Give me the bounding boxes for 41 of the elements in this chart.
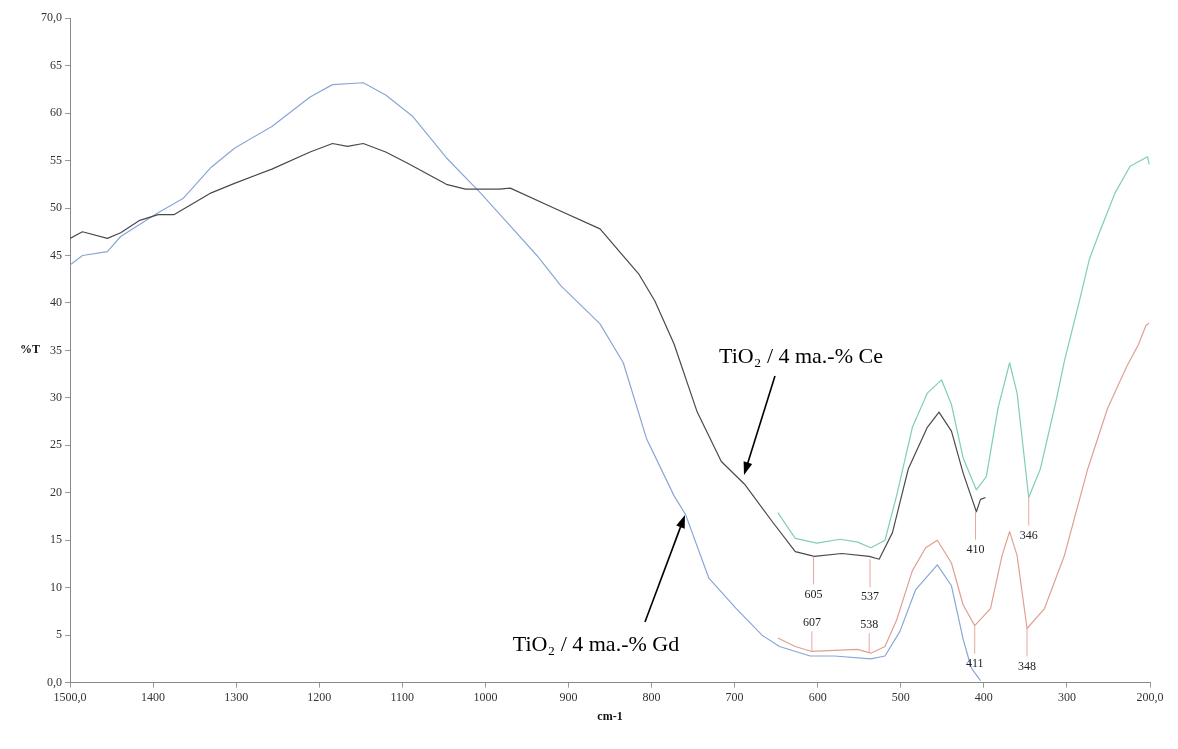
annotation: 348 bbox=[1018, 658, 1037, 673]
y-tick-label: 40 bbox=[50, 295, 62, 310]
annotation: TiO₂ / 4 ma.-% Gd bbox=[512, 630, 680, 656]
annotation: 411 bbox=[965, 655, 984, 670]
y-tick-label: 25 bbox=[50, 437, 62, 452]
y-tick-label: 65 bbox=[50, 57, 62, 72]
y-tick-label: 45 bbox=[50, 247, 62, 262]
x-tick-label: 200,0 bbox=[1136, 689, 1164, 704]
annotation: 537 bbox=[861, 589, 880, 604]
annotation: 605 bbox=[804, 586, 823, 601]
x-tick-label: 400 bbox=[974, 689, 993, 704]
x-tick-label: 300 bbox=[1057, 689, 1076, 704]
y-tick-label: 35 bbox=[50, 342, 62, 357]
x-tick-label: 1000 bbox=[473, 689, 498, 704]
annotation: 607 bbox=[802, 615, 821, 630]
annotation: 346 bbox=[1019, 527, 1038, 542]
x-tick-label: 800 bbox=[642, 689, 661, 704]
y-tick-label: 0,0 bbox=[47, 674, 62, 689]
x-tick-label: 1100 bbox=[390, 689, 415, 704]
x-tick-label: 1400 bbox=[141, 689, 166, 704]
x-tick-label: 500 bbox=[891, 689, 910, 704]
y-tick-label: 60 bbox=[50, 105, 62, 120]
annotation: TiO₂ / 4 ma.-% Ce bbox=[719, 342, 883, 368]
x-axis-title: cm-1 bbox=[597, 708, 623, 723]
x-tick-label: 1300 bbox=[224, 689, 249, 704]
y-axis-title: %T bbox=[19, 342, 41, 357]
y-tick-label: 5 bbox=[56, 627, 62, 642]
y-tick-label: 55 bbox=[50, 152, 62, 167]
y-tick-label: 10 bbox=[50, 579, 62, 594]
y-tick-label: 50 bbox=[50, 200, 62, 215]
annotation: 538 bbox=[860, 617, 879, 632]
y-tick-label: 70,0 bbox=[41, 10, 62, 25]
x-tick-label: 700 bbox=[725, 689, 744, 704]
x-tick-label: 1500,0 bbox=[53, 689, 87, 704]
y-tick-label: 30 bbox=[50, 390, 62, 405]
x-tick-label: 1200 bbox=[307, 689, 332, 704]
y-tick-label: 15 bbox=[50, 532, 62, 547]
annotation: 410 bbox=[966, 541, 985, 556]
x-tick-label: 600 bbox=[808, 689, 827, 704]
y-tick-label: 20 bbox=[50, 484, 62, 499]
x-tick-label: 900 bbox=[559, 689, 578, 704]
